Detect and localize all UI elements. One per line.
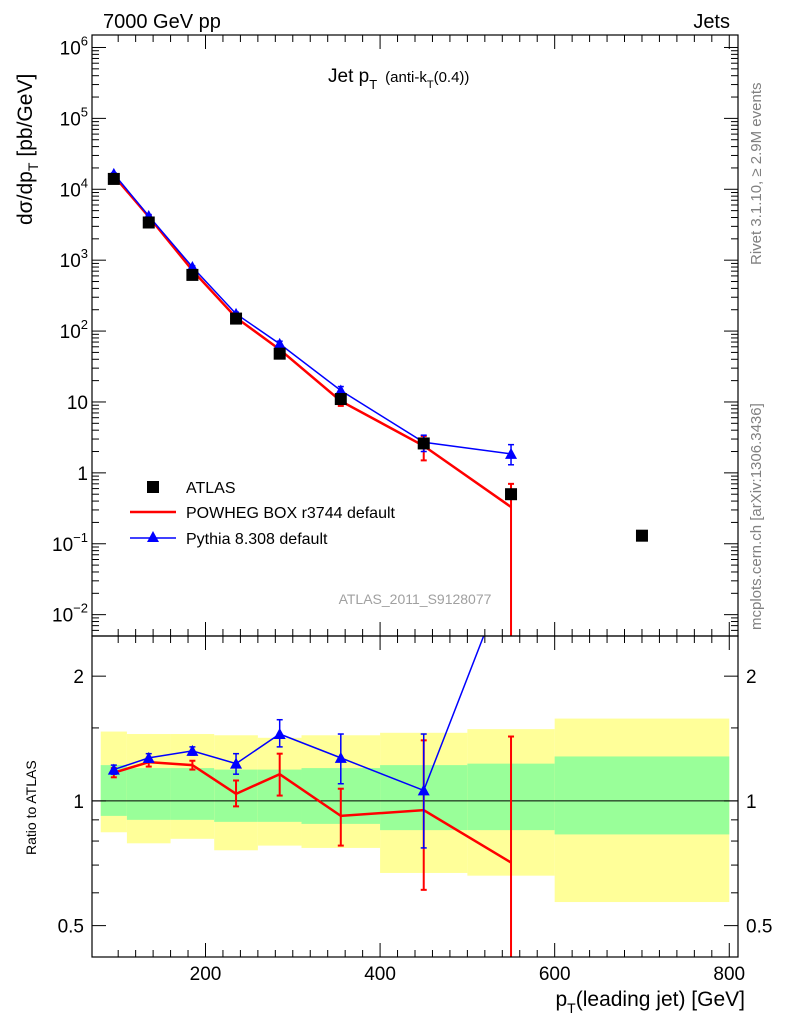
- main-y-axis-label: dσ/dpT [pb/GeV]: [14, 74, 41, 225]
- main-y-tick-label-base-7: 10: [52, 535, 73, 556]
- main-y-tick-label-5: 10: [67, 393, 88, 414]
- mcplots-source-label: mcplots.cern.ch [arXiv:1306.3436]: [748, 403, 765, 630]
- x-tick-label-2: 600: [539, 964, 571, 985]
- main-y-tick-label-4: 102: [60, 317, 88, 343]
- main-powheg-line: [112, 174, 512, 509]
- band-1sigma-8: [554, 756, 730, 835]
- band-1sigma-2: [170, 768, 215, 820]
- main-atlas-marker-7: [505, 488, 518, 501]
- analysis-watermark: ATLAS_2011_S9128077: [339, 591, 492, 607]
- legend-powheg-label: POWHEG BOX r3744 default: [186, 505, 396, 522]
- main-y-tick-label-exp-3: 3: [81, 246, 88, 261]
- legend: ATLAS POWHEG BOX r3744 default Pythia 8.…: [130, 480, 396, 548]
- main-y-tick-label-7: 10−1: [52, 530, 88, 556]
- x-axis-label: pT(leading jet) [GeV]: [555, 988, 745, 1016]
- main-y-tick-label-base-1: 10: [60, 109, 81, 130]
- x-tick-label-0: 200: [190, 964, 222, 985]
- plot-title-paren-b: (0.4)): [434, 69, 470, 86]
- ratio-y-axis-label: Ratio to ATLAS: [23, 760, 39, 855]
- legend-pythia-marker: [147, 531, 159, 542]
- main-y-tick-label-exp-4: 2: [81, 317, 88, 332]
- ratio-y-tick-label-right-0: 2: [746, 667, 757, 688]
- x-axis-label-a: p: [555, 988, 567, 1011]
- main-atlas-marker-2: [186, 268, 199, 281]
- main-y-axis-label-sub: T: [25, 162, 41, 171]
- header-right-label: Jets: [693, 11, 730, 33]
- header-left-label: 7000 GeV pp: [103, 11, 221, 33]
- legend-atlas-marker: [147, 481, 159, 493]
- main-pythia-marker-5: [334, 384, 347, 396]
- main-y-tick-label-exp-7: −1: [73, 530, 88, 545]
- ratio-y-tick-label-left-2: 0.5: [58, 917, 84, 938]
- legend-pythia-label: Pythia 8.308 default: [186, 531, 328, 548]
- main-atlas-marker-5: [334, 393, 347, 406]
- ratio-pythia-marker-5: [334, 751, 347, 763]
- legend-atlas-label: ATLAS: [186, 480, 236, 497]
- x-axis-label-b: (leading jet) [GeV]: [576, 988, 745, 1011]
- ratio-series: [107, 636, 515, 957]
- ratio-y-tick-label-left-0: 2: [73, 667, 84, 688]
- main-atlas-marker-0: [107, 172, 120, 185]
- main-y-axis-label-b: [pb/GeV]: [14, 74, 37, 157]
- main-y-tick-label-exp-1: 5: [81, 104, 88, 119]
- main-y-tick-label-base-3: 10: [60, 251, 81, 272]
- main-atlas-marker-4: [273, 347, 286, 360]
- main-atlas-marker-6: [417, 437, 430, 450]
- ratio-y-tick-label-left-1: 1: [73, 792, 84, 813]
- ratio-pythia-line: [113, 636, 485, 792]
- main-y-tick-label-base-8: 10: [52, 606, 73, 627]
- main-y-tick-label-6: 1: [77, 464, 88, 485]
- ratio-pythia-marker-6: [417, 784, 430, 796]
- ratio-pythia-marker-3: [230, 757, 243, 769]
- plot-title: Jet pT (anti-kT(0.4)): [328, 66, 469, 92]
- main-y-tick-label-1: 105: [60, 104, 88, 130]
- main-y-tick-label-exp-2: 4: [81, 175, 88, 190]
- main-y-tick-label-0: 106: [60, 33, 88, 59]
- main-y-tick-label-exp-0: 6: [81, 33, 88, 48]
- band-1sigma-1: [126, 768, 171, 820]
- main-y-tick-label-3: 103: [60, 246, 88, 272]
- main-atlas-marker-3: [230, 312, 243, 325]
- plot-title-paren-sub: T: [427, 79, 434, 91]
- ratio-y-tick-label-right-2: 0.5: [746, 917, 772, 938]
- rivet-version-label: Rivet 3.1.10, ≥ 2.9M events: [748, 83, 765, 266]
- main-atlas-marker-8: [635, 529, 648, 542]
- main-y-tick-label-base-5: 10: [67, 393, 88, 414]
- ratio-pythia-marker-4: [273, 728, 286, 740]
- main-pythia-marker-7: [505, 447, 518, 459]
- main-y-tick-label-base-4: 10: [60, 322, 81, 343]
- plot-title-paren-a: (anti-k: [385, 69, 427, 86]
- plot-title-main: Jet p: [328, 66, 369, 87]
- plot-title-sub: T: [369, 77, 377, 92]
- main-atlas-marker-1: [142, 216, 155, 229]
- ratio-pythia-marker-1: [142, 751, 155, 763]
- ratio-pythia-marker-2: [186, 744, 199, 756]
- main-y-tick-label-exp-8: −2: [73, 601, 88, 616]
- x-tick-label-3: 800: [713, 964, 745, 985]
- main-pythia-marker-4: [273, 337, 286, 349]
- main-pythia-line: [113, 173, 512, 455]
- main-series: [107, 167, 648, 636]
- ratio-pythia-marker-0: [107, 763, 120, 775]
- x-tick-label-1: 400: [364, 964, 396, 985]
- ratio-y-tick-label-right-1: 1: [746, 792, 757, 813]
- ratio-powheg-line: [113, 760, 512, 864]
- main-y-axis-label-a: dσ/dp: [14, 171, 37, 225]
- main-y-tick-label-base-6: 1: [77, 464, 88, 485]
- main-y-tick-label-base-0: 10: [60, 38, 81, 59]
- main-y-tick-label-8: 10−2: [52, 601, 88, 627]
- main-y-tick-label-2: 104: [60, 175, 88, 201]
- main-y-tick-label-base-2: 10: [60, 180, 81, 201]
- x-axis-label-sub: T: [567, 1000, 576, 1016]
